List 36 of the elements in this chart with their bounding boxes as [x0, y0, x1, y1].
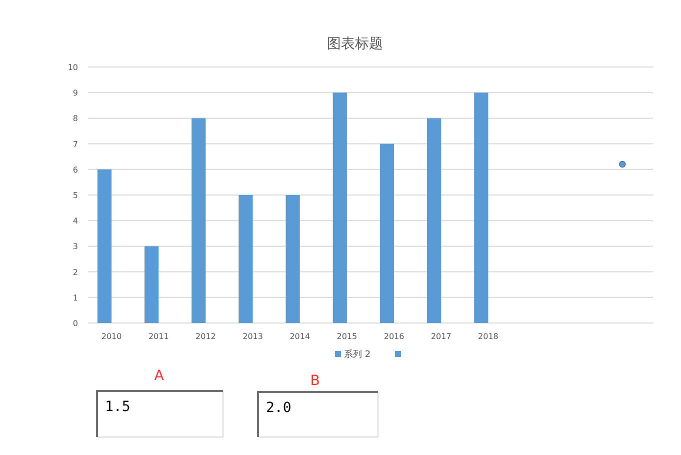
text: A [154, 368, 164, 384]
bar [192, 118, 206, 323]
x-tick-label: 2012 [196, 332, 216, 341]
y-tick-label: 0 [72, 319, 78, 328]
y-tick-label: 3 [72, 242, 78, 252]
y-tick-label: 4 [72, 216, 78, 226]
x-tick-label: 2011 [148, 332, 169, 341]
x-tick-label: 2013 [242, 332, 263, 341]
y-tick-label: 1 [72, 293, 78, 302]
bar [427, 118, 442, 323]
legend: 系列 2 [335, 350, 401, 360]
bar [238, 195, 253, 323]
x-tick-label: 2014 [290, 332, 310, 341]
bar [380, 144, 394, 323]
y-tick-label: 8 [72, 114, 78, 124]
text: 2.0 [266, 400, 292, 416]
y-tick-label: 5 [72, 191, 78, 200]
y-tick-label: 9 [72, 88, 78, 98]
y-tick-label: 10 [68, 63, 78, 72]
x-tick-label: 2010 [101, 332, 122, 341]
bar [144, 246, 159, 323]
legend-label: 系列 2 [344, 349, 371, 360]
x-tick-label: 2016 [384, 332, 404, 341]
y-tick-label: 2 [72, 268, 78, 277]
text: 1.5 [105, 399, 130, 415]
chart-title: 图表标题 [327, 36, 383, 52]
x-tick-label: 2015 [336, 332, 358, 341]
bar [332, 92, 347, 323]
y-tick-label: 6 [72, 165, 78, 174]
text: B [310, 373, 320, 389]
bar [474, 92, 488, 323]
bar [97, 169, 112, 323]
x-tick-label: 2017 [430, 332, 452, 341]
y-tick-label: 7 [72, 140, 78, 149]
bar [286, 195, 300, 323]
x-tick-label: 2018 [478, 332, 498, 341]
